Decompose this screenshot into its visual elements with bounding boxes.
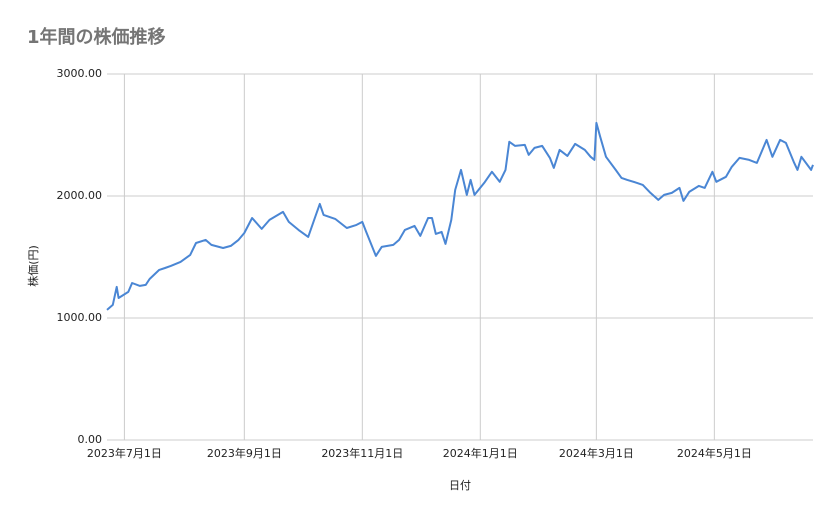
chart-title: 1年間の株価推移 <box>27 26 166 48</box>
x-tick-label: 2023年7月1日 <box>87 446 162 460</box>
y-tick-label: 0.00 <box>78 433 103 446</box>
x-tick-label: 2023年9月1日 <box>207 446 282 460</box>
price-line <box>106 121 814 311</box>
y-tick-label: 1000.00 <box>57 311 103 324</box>
y-tick-label: 3000.00 <box>57 67 103 80</box>
x-tick-label: 2023年11月1日 <box>321 446 403 460</box>
x-tick-label: 2024年1月1日 <box>443 446 518 460</box>
x-tick-label: 2024年5月1日 <box>677 446 752 460</box>
x-tick-label: 2024年3月1日 <box>559 446 634 460</box>
x-axis-label: 日付 <box>449 479 471 492</box>
y-axis-label: 株価(円) <box>26 245 40 287</box>
y-tick-label: 2000.00 <box>57 189 103 202</box>
